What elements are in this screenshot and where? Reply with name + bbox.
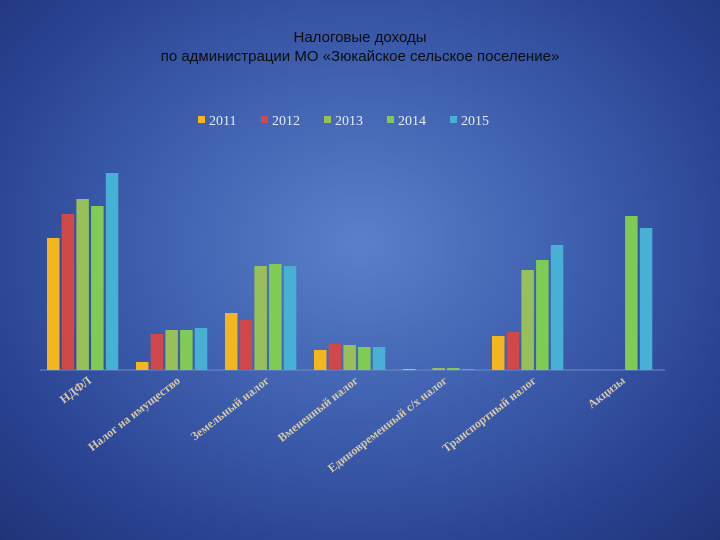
- bar-3-2011: [225, 313, 238, 370]
- bar-4-2012: [328, 344, 342, 370]
- bar-6-2013: [521, 270, 534, 370]
- bar-5-2014: [447, 368, 460, 370]
- legend-label-2013: 2013: [335, 114, 363, 129]
- bar-1-2013: [76, 199, 89, 370]
- bar-1-2011: [47, 238, 60, 370]
- legend-label-2011: 2011: [209, 114, 236, 129]
- bar-4-2013: [343, 345, 356, 370]
- bar-6-2014: [536, 260, 549, 370]
- bar-7-2015: [639, 228, 653, 370]
- bar-2-2013: [165, 330, 178, 370]
- category-label-2: Налог на имущество: [85, 373, 183, 454]
- bar-4-2015: [372, 347, 386, 370]
- bar-7-2014: [625, 216, 638, 370]
- bar-5-2011: [403, 369, 416, 370]
- legend: 2011 2012 2013 2014 2015: [198, 114, 489, 129]
- legend-label-2012: 2012: [272, 114, 300, 129]
- bar-3-2012: [239, 320, 253, 370]
- category-label-3: Земельный налог: [188, 373, 272, 443]
- bar-2-2015: [194, 328, 208, 370]
- bar-6-2012: [506, 332, 520, 370]
- legend-label-2015: 2015: [461, 114, 489, 129]
- legend-swatch-2015: [450, 116, 457, 123]
- bar-4-2014: [358, 347, 371, 370]
- bar-2-2012: [150, 334, 164, 370]
- bar-1-2014: [91, 206, 104, 370]
- bar-3-2015: [283, 266, 297, 370]
- bar-3-2014: [269, 264, 282, 370]
- legend-swatch-2012: [261, 116, 268, 123]
- bar-6-2015: [550, 245, 564, 370]
- chart-title: Налоговые доходы по администрации МО «Зю…: [0, 28, 720, 66]
- category-label-6: Транспортный налог: [439, 373, 539, 455]
- bar-2-2011: [136, 362, 149, 370]
- bars: [47, 173, 653, 370]
- legend-swatch-2013: [324, 116, 331, 123]
- bar-1-2015: [105, 173, 119, 370]
- category-label-4: Вмененный налог: [275, 373, 361, 445]
- category-label-7: Акцизы: [585, 373, 628, 411]
- bar-2-2014: [180, 330, 193, 370]
- chart-title-line1: Налоговые доходы: [293, 29, 427, 46]
- legend-swatch-2011: [198, 116, 205, 123]
- legend-swatch-2014: [387, 116, 394, 123]
- bar-5-2013: [432, 368, 445, 370]
- bar-3-2013: [254, 266, 267, 370]
- legend-label-2014: 2014: [398, 114, 426, 129]
- chart-title-line2: по администрации МО «Зюкайское сельское …: [160, 48, 560, 65]
- bar-5-2015: [461, 369, 475, 370]
- category-label-1: НДФЛ: [57, 373, 94, 406]
- bar-4-2011: [314, 350, 327, 370]
- bar-1-2012: [61, 214, 75, 370]
- bar-5-2012: [417, 369, 431, 370]
- bar-6-2011: [492, 336, 505, 370]
